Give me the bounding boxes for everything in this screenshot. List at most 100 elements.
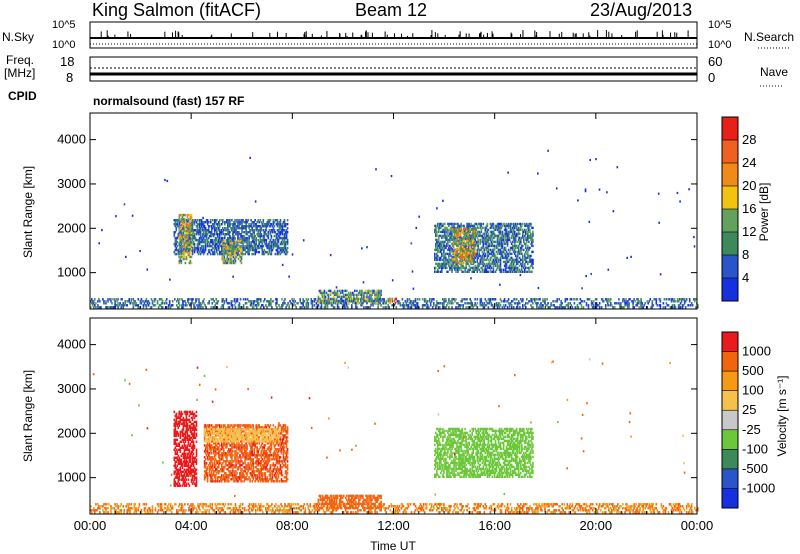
scatter-cell: [444, 234, 446, 238]
scatter-cell: [514, 266, 517, 270]
nsky-data: [90, 30, 697, 45]
scatter-cell: [510, 236, 513, 240]
scatter-cell: [471, 241, 474, 245]
scatter-cell: [471, 261, 474, 265]
scatter-cell: [190, 240, 193, 244]
scatter-cell: [585, 275, 587, 278]
scatter-cell: [502, 238, 505, 242]
scatter-cell: [185, 223, 188, 227]
scatter-cell: [283, 229, 286, 232]
scatter-cell: [211, 227, 214, 230]
scatter-cell: [490, 270, 493, 273]
scatter-cell: [505, 228, 508, 232]
scatter-cell: [505, 230, 508, 234]
scatter-cell: [221, 231, 223, 234]
scatter-cell: [601, 298, 604, 301]
scatter-cell: [482, 264, 485, 268]
scatter-cell: [429, 302, 432, 305]
scatter-cell: [473, 229, 476, 233]
scatter-cell: [98, 242, 100, 245]
scatter-cell: [336, 295, 339, 299]
scatter-cell: [333, 293, 336, 297]
scatter-cell: [499, 304, 502, 307]
scatter-cell: [485, 232, 488, 236]
scatter-cell: [188, 298, 190, 301]
scatter-cell: [486, 252, 489, 256]
scatter-cell: [475, 222, 477, 226]
scatter-cell: [516, 258, 519, 262]
scatter-cell: [487, 232, 490, 236]
scatter-cell: [513, 242, 516, 246]
scatter-cell: [267, 244, 270, 248]
scatter-cell: [473, 251, 476, 255]
scatter-cell: [604, 304, 607, 307]
scatter-cell: [253, 236, 255, 240]
scatter-cell: [352, 301, 354, 305]
scatter-cell: [95, 302, 97, 305]
scatter-cell: [307, 306, 310, 309]
scatter-cell: [224, 247, 227, 251]
scatter-cell: [177, 468, 180, 471]
scatter-cell: [676, 300, 679, 303]
scatter-cell: [658, 298, 661, 301]
scatter-cell: [268, 250, 271, 254]
scatter-cell: [528, 246, 530, 250]
scatter-cell: [221, 252, 223, 256]
scatter-cell: [483, 306, 486, 309]
scatter-cell: [483, 256, 486, 260]
scatter-cell: [258, 229, 260, 232]
scatter-cell: [186, 237, 189, 241]
scatter-cell: [561, 302, 563, 305]
scatter-cell: [410, 304, 413, 307]
scatter-cell: [181, 474, 184, 477]
scatter-cell: [490, 266, 493, 270]
scatter-cell: [174, 248, 177, 252]
scatter-cell: [267, 221, 270, 224]
scatter-cell: [230, 249, 233, 253]
scatter-cell: [181, 253, 184, 257]
scatter-cell: [191, 225, 194, 228]
scatter-cell: [173, 418, 176, 422]
scatter-cell: [506, 243, 509, 246]
scatter-cell: [195, 233, 198, 236]
scatter-cell: [490, 256, 493, 260]
scatter-cell: [469, 239, 472, 243]
scatter-cell: [319, 306, 322, 309]
scatter-cell: [520, 252, 522, 256]
scatter-cell: [281, 227, 284, 230]
scatter-cell: [491, 234, 494, 238]
scatter-cell: [178, 424, 181, 427]
scatter-cell: [278, 221, 281, 224]
scatter-cell: [179, 237, 182, 241]
scatter-cell: [455, 231, 458, 235]
scatter-cell: [181, 476, 184, 479]
scatter-cell: [516, 240, 519, 244]
scatter-cell: [493, 252, 496, 256]
scatter-cell: [501, 250, 504, 254]
scatter-cell: [355, 301, 357, 305]
scatter-cell: [512, 260, 515, 264]
scatter-cell: [555, 306, 557, 309]
scatter-cell: [527, 250, 529, 254]
scatter-cell: [457, 261, 460, 265]
scatter-cell: [607, 298, 609, 301]
scatter-cell: [267, 231, 270, 234]
scatter-cell: [415, 306, 418, 309]
scatter-cell: [484, 258, 487, 262]
scatter-cell: [230, 253, 233, 257]
scatter-cell: [437, 242, 439, 246]
scatter-cell: [493, 228, 496, 232]
scatter-cell: [445, 246, 447, 250]
scatter-cell: [187, 462, 190, 465]
scatter-cell: [465, 306, 467, 309]
scatter-cell: [642, 306, 644, 309]
scatter-cell: [509, 240, 512, 244]
scatter-cell: [397, 300, 400, 303]
scatter-cell: [697, 304, 699, 307]
scatter-cell: [242, 227, 244, 230]
scatter-cell: [178, 237, 181, 241]
scatter-cell: [455, 266, 457, 270]
scatter-cell: [456, 302, 458, 305]
freq-tick-bottom: 8: [66, 70, 73, 85]
scatter-cell: [261, 250, 264, 254]
